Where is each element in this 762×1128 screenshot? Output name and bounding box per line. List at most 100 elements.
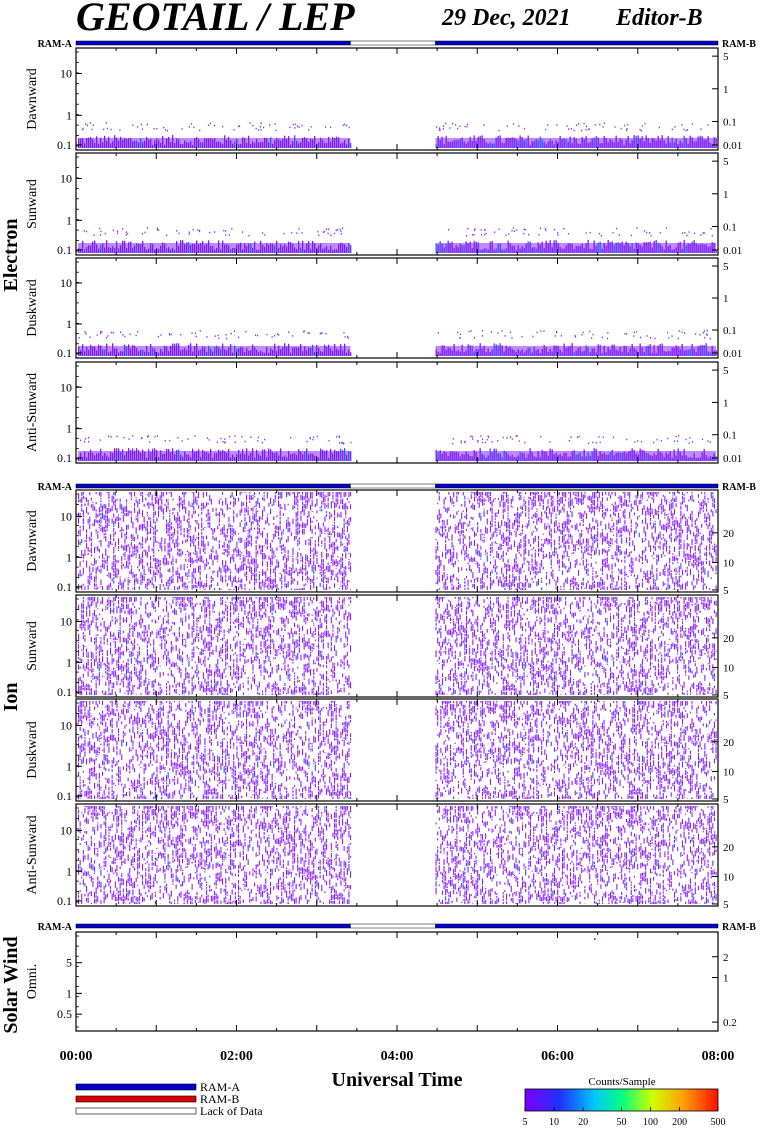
- ion-pixel: [606, 586, 608, 590]
- ion-pixel: [649, 570, 652, 576]
- electron-pixel: [335, 229, 337, 231]
- ion-pixel: [153, 503, 155, 511]
- electron-pixel: [569, 136, 571, 148]
- ion-pixel: [659, 531, 661, 539]
- ion-pixel: [79, 561, 81, 567]
- electron-pixel: [172, 247, 174, 253]
- ion-pixel: [616, 538, 618, 544]
- ion-pixel: [582, 523, 584, 527]
- ion-pixel: [709, 543, 711, 551]
- ion-pixel: [606, 540, 608, 545]
- ion-pixel: [214, 571, 216, 573]
- ion-pixel: [214, 588, 216, 590]
- ion-pixel: [334, 509, 336, 516]
- ion-pixel: [648, 540, 650, 548]
- ion-pixel: [121, 544, 123, 549]
- ion-pixel: [332, 559, 334, 566]
- ion-pixel: [114, 518, 116, 524]
- ion-pixel: [201, 517, 203, 522]
- ion-pixel: [606, 557, 608, 564]
- ion-pixel: [651, 525, 653, 530]
- electron-pixel: [266, 138, 268, 148]
- ion-pixel: [278, 492, 280, 496]
- ion-pixel: [106, 585, 108, 590]
- ion-pixel: [142, 574, 144, 581]
- ion-pixel: [486, 555, 488, 562]
- ion-pixel: [89, 492, 91, 496]
- ion-pixel: [332, 548, 334, 551]
- electron-pixel: [699, 457, 701, 461]
- ion-pixel: [443, 571, 445, 579]
- electron-pixel: [457, 127, 459, 130]
- electron-pixel: [120, 136, 122, 148]
- ion-pixel: [86, 506, 88, 513]
- electron-pixel: [715, 137, 717, 148]
- ion-pixel: [239, 492, 241, 496]
- electron-pixel: [533, 346, 535, 356]
- electron-pixel: [563, 228, 565, 230]
- electron-pixel: [658, 126, 660, 129]
- ion-pixel: [589, 553, 591, 556]
- left-tick-label: 1: [66, 108, 72, 122]
- ion-pixel: [188, 535, 190, 538]
- ion-pixel: [667, 567, 669, 574]
- electron-pixel: [600, 234, 602, 237]
- ion-pixel: [545, 506, 548, 511]
- ion-pixel: [308, 560, 310, 568]
- electron-pixel: [303, 330, 305, 332]
- ion-pixel: [124, 566, 126, 569]
- electron-pixel: [659, 231, 661, 234]
- ion-pixel: [451, 575, 453, 578]
- ion-pixel: [574, 581, 576, 587]
- ion-pixel: [675, 503, 677, 508]
- ion-pixel: [162, 516, 164, 520]
- ion-pixel: [337, 498, 339, 505]
- ion-pixel: [504, 562, 506, 568]
- ion-pixel: [94, 557, 96, 565]
- ion-pixel: [517, 524, 519, 532]
- ion-pixel: [715, 565, 717, 572]
- ion-pixel: [624, 551, 626, 555]
- ion-pixel: [653, 574, 655, 578]
- ion-pixel: [669, 584, 671, 589]
- ion-pixel: [90, 532, 92, 538]
- ion-pixel: [343, 548, 345, 553]
- ion-pixel: [683, 542, 685, 550]
- ion-pixel: [113, 492, 115, 496]
- ion-pixel: [489, 544, 492, 546]
- ion-pixel: [199, 555, 201, 563]
- electron-pixel: [82, 344, 84, 356]
- ion-pixel: [215, 555, 217, 560]
- ion-pixel: [568, 534, 570, 538]
- ion-pixel: [167, 579, 169, 585]
- electron-pixel: [527, 454, 529, 461]
- electron-pixel: [701, 452, 703, 461]
- ion-pixel: [622, 502, 624, 506]
- ion-pixel: [81, 497, 83, 504]
- ion-pixel: [215, 536, 217, 541]
- ion-pixel: [198, 523, 200, 530]
- electron-pixel: [188, 142, 190, 148]
- ion-pixel: [170, 579, 172, 584]
- ion-pixel: [593, 506, 596, 510]
- ion-pixel: [166, 498, 168, 502]
- electron-pixel: [472, 438, 474, 440]
- ion-pixel: [664, 517, 666, 519]
- electron-pixel: [651, 137, 653, 148]
- ion-pixel: [507, 515, 509, 517]
- electron-pixel: [467, 453, 469, 461]
- ion-pixel: [509, 536, 511, 542]
- ion-pixel: [541, 495, 543, 502]
- ion-pixel: [617, 545, 620, 553]
- ion-pixel: [130, 541, 132, 547]
- ion-pixel: [621, 569, 623, 575]
- ion-pixel: [577, 569, 580, 576]
- ion-pixel: [558, 503, 560, 507]
- electron-pixel: [270, 137, 272, 148]
- ion-pixel: [569, 510, 572, 513]
- ion-pixel: [593, 534, 596, 540]
- electron-pixel: [264, 438, 266, 441]
- ion-pixel: [686, 504, 688, 512]
- ion-pixel: [531, 558, 533, 563]
- electron-pixel: [325, 228, 328, 231]
